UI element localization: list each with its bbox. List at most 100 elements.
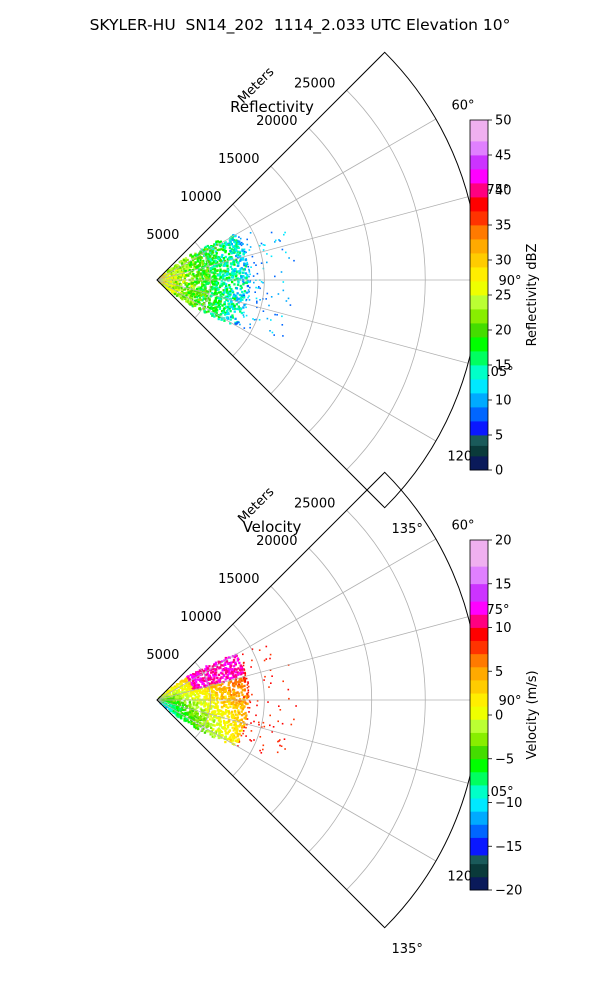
data-point	[170, 274, 173, 277]
data-point	[229, 735, 232, 738]
data-point	[213, 277, 217, 280]
data-point	[227, 683, 230, 687]
data-point	[220, 316, 223, 319]
data-point	[201, 722, 204, 726]
data-point	[237, 270, 240, 273]
data-point	[186, 695, 189, 699]
data-point	[208, 718, 212, 721]
data-point	[264, 244, 266, 246]
colorbar-swatch	[470, 169, 488, 184]
data-point	[194, 261, 197, 264]
data-point	[235, 249, 238, 252]
data-point	[224, 678, 227, 681]
data-point	[218, 683, 221, 687]
data-point	[213, 303, 216, 306]
data-point	[229, 736, 232, 740]
colorbar-swatch	[470, 680, 488, 694]
data-point	[277, 720, 279, 723]
data-point	[219, 298, 222, 301]
data-point	[201, 281, 204, 284]
data-point	[231, 238, 235, 241]
data-point	[221, 270, 224, 273]
data-point	[197, 716, 201, 719]
data-point	[239, 310, 242, 313]
data-point	[239, 259, 242, 262]
data-point	[227, 243, 230, 246]
data-point	[237, 305, 240, 308]
r-tick-label: 15000	[218, 152, 259, 167]
data-point	[185, 717, 188, 721]
data-point	[236, 738, 240, 742]
data-point	[189, 282, 192, 285]
data-point	[240, 666, 243, 670]
data-point	[205, 282, 208, 285]
data-point	[206, 703, 209, 707]
data-point	[232, 737, 236, 740]
data-point	[202, 292, 205, 295]
r-tick-label: 5000	[146, 648, 179, 663]
data-point	[192, 282, 195, 285]
data-point	[241, 700, 244, 703]
data-point	[253, 720, 255, 723]
data-point	[177, 287, 180, 290]
data-point	[198, 701, 201, 704]
data-point	[235, 701, 238, 704]
data-point	[226, 673, 230, 677]
r-tick-label: 10000	[180, 190, 221, 205]
data-point	[230, 243, 233, 246]
data-point	[210, 688, 213, 691]
data-point	[219, 271, 222, 275]
data-point	[225, 285, 228, 288]
data-point	[248, 269, 251, 272]
data-point	[256, 306, 258, 309]
data-point	[178, 273, 181, 277]
data-point	[224, 687, 227, 690]
data-point	[249, 739, 251, 741]
data-point	[256, 700, 259, 702]
data-point	[225, 277, 228, 280]
data-point	[230, 256, 233, 259]
data-point	[203, 679, 206, 682]
data-point	[270, 319, 272, 321]
colorbar-tick-label: 20	[495, 324, 512, 339]
colorbar-swatch	[470, 267, 488, 282]
data-point	[236, 684, 240, 688]
data-point	[214, 290, 217, 293]
data-point	[162, 284, 165, 287]
data-point	[238, 730, 242, 733]
data-point	[246, 694, 249, 698]
data-point	[215, 269, 218, 272]
data-point	[228, 686, 231, 689]
data-point	[180, 701, 183, 704]
data-point	[281, 248, 284, 251]
data-point	[281, 324, 284, 326]
data-point	[232, 690, 235, 693]
data-point	[219, 273, 222, 277]
data-point	[207, 702, 210, 705]
theta-gridline	[156, 699, 469, 784]
data-point	[212, 275, 216, 278]
data-point	[236, 740, 239, 743]
data-point	[214, 256, 218, 259]
data-point	[219, 268, 222, 271]
data-point	[223, 313, 227, 316]
data-point	[247, 696, 250, 699]
data-point	[177, 277, 180, 280]
data-point	[163, 272, 166, 276]
data-point	[219, 671, 223, 675]
data-point	[234, 663, 237, 666]
data-point	[212, 309, 215, 313]
data-point	[215, 699, 218, 702]
colorbar-swatch	[470, 583, 488, 602]
data-point	[230, 252, 233, 255]
data-point	[178, 702, 181, 706]
data-point	[217, 264, 220, 267]
data-point	[225, 295, 228, 298]
data-point	[244, 672, 247, 675]
data-point	[232, 729, 235, 732]
data-point	[223, 686, 226, 689]
data-point	[176, 268, 180, 271]
data-point	[198, 695, 201, 698]
data-point	[164, 697, 167, 701]
data-point	[197, 286, 200, 289]
